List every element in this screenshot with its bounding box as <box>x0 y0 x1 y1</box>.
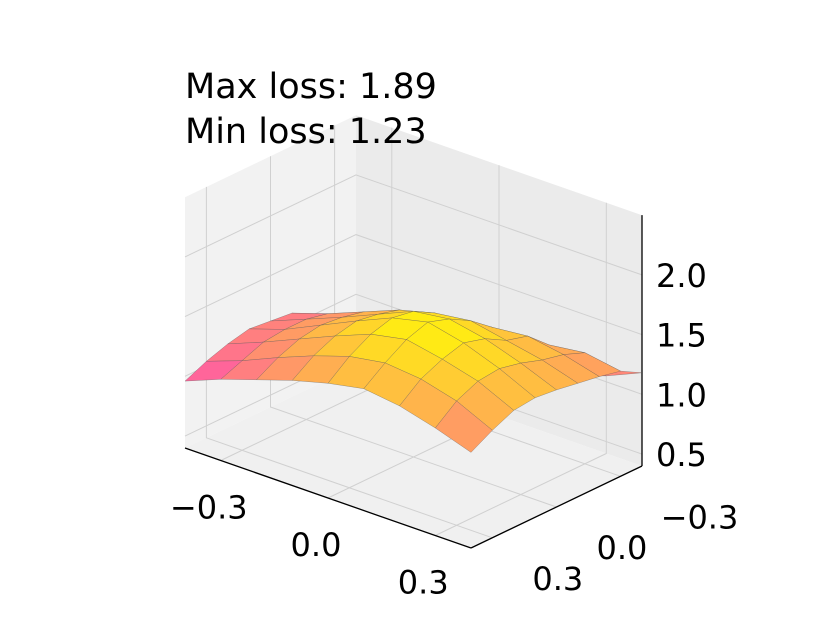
z-tick-label: 1.0 <box>656 376 707 414</box>
z-tick-label: 2.0 <box>656 257 707 295</box>
x-tick-label: 0.3 <box>398 564 449 602</box>
max-loss-annotation: Max loss: 1.89 <box>185 67 437 107</box>
z-tick-label: 0.5 <box>656 436 707 474</box>
axis-lines <box>184 215 643 549</box>
z-grid-line <box>184 234 643 336</box>
surface-facet <box>435 400 493 453</box>
z-tick-label: 1.5 <box>656 317 707 355</box>
loss-surface <box>184 309 643 453</box>
z-grid-line <box>184 174 643 276</box>
x-tick-label: −0.3 <box>170 489 248 527</box>
y-grid-line <box>270 156 557 508</box>
y-grid-line <box>205 186 493 539</box>
grid-lines <box>184 125 643 539</box>
x-tick-label: 0.0 <box>291 526 342 564</box>
y-tick-label: −0.3 <box>661 498 739 536</box>
y-tick-label: 0.3 <box>532 560 583 598</box>
x-axis-line <box>184 447 472 549</box>
min-loss-annotation: Min loss: 1.23 <box>185 112 427 152</box>
tick-labels: −0.3 0.0 0.3 −0.3 0.0 0.3 0.5 1.0 1.5 2.0 <box>170 257 738 602</box>
x-grid-line <box>435 202 607 536</box>
y-axis-line <box>470 465 643 549</box>
y-tick-label: 0.0 <box>597 529 648 567</box>
